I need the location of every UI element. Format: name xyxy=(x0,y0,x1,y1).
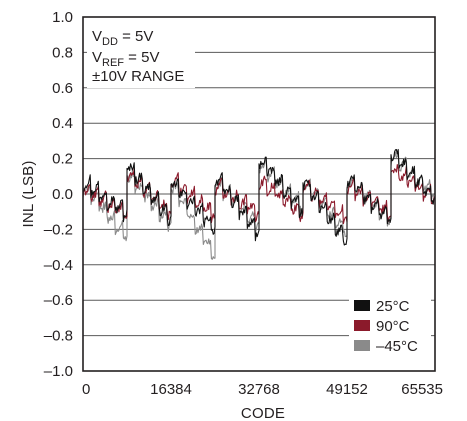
y-tick-label: –1.0 xyxy=(44,363,73,380)
legend-label: –45°C xyxy=(376,338,418,355)
y-tick-label: –0.4 xyxy=(44,257,73,274)
y-tick-label: 0.6 xyxy=(52,80,73,97)
x-tick-labels: 0 16384 32768 49152 65535 xyxy=(82,381,443,398)
x-tick-label: 16384 xyxy=(150,381,192,398)
legend-label: 90°C xyxy=(376,318,410,335)
legend-swatch xyxy=(354,340,370,351)
annotation-vref: VREF = 5V xyxy=(92,49,159,69)
x-tick-label: 0 xyxy=(82,381,90,398)
annotation-vdd: VDD = 5V xyxy=(92,28,153,48)
annotation-box: VDD = 5V VREF = 5V ±10V RANGE xyxy=(87,22,195,88)
y-tick-label: 0.0 xyxy=(52,186,73,203)
legend-swatch xyxy=(354,320,370,331)
y-tick-label: 0.4 xyxy=(52,115,73,132)
y-tick-label: –0.6 xyxy=(44,292,73,309)
legend-label: 25°C xyxy=(376,298,410,315)
annotation-range: ±10V RANGE xyxy=(92,68,184,85)
legend: 25°C 90°C –45°C xyxy=(349,294,431,362)
x-axis-title: CODE xyxy=(241,405,285,421)
y-tick-label: 0.8 xyxy=(52,44,73,61)
y-tick-labels: 1.0 0.8 0.6 0.4 0.2 0.0 –0.2 –0.4 –0.6 –0.8 –1.0 xyxy=(44,9,73,380)
plot-frame xyxy=(82,16,436,372)
x-tick-label: 32768 xyxy=(238,381,280,398)
y-tick-label: –0.8 xyxy=(44,328,73,345)
y-axis-title: INL (LSB) xyxy=(20,160,37,227)
x-tick-label: 49152 xyxy=(326,381,368,398)
y-tick-label: 0.2 xyxy=(52,151,73,168)
series-line xyxy=(82,148,436,246)
legend-swatch xyxy=(354,300,370,311)
x-tick-label: 65535 xyxy=(401,381,443,398)
series-traces xyxy=(82,148,436,260)
y-tick-label: 1.0 xyxy=(52,9,73,26)
y-tick-label: –0.2 xyxy=(44,221,73,238)
